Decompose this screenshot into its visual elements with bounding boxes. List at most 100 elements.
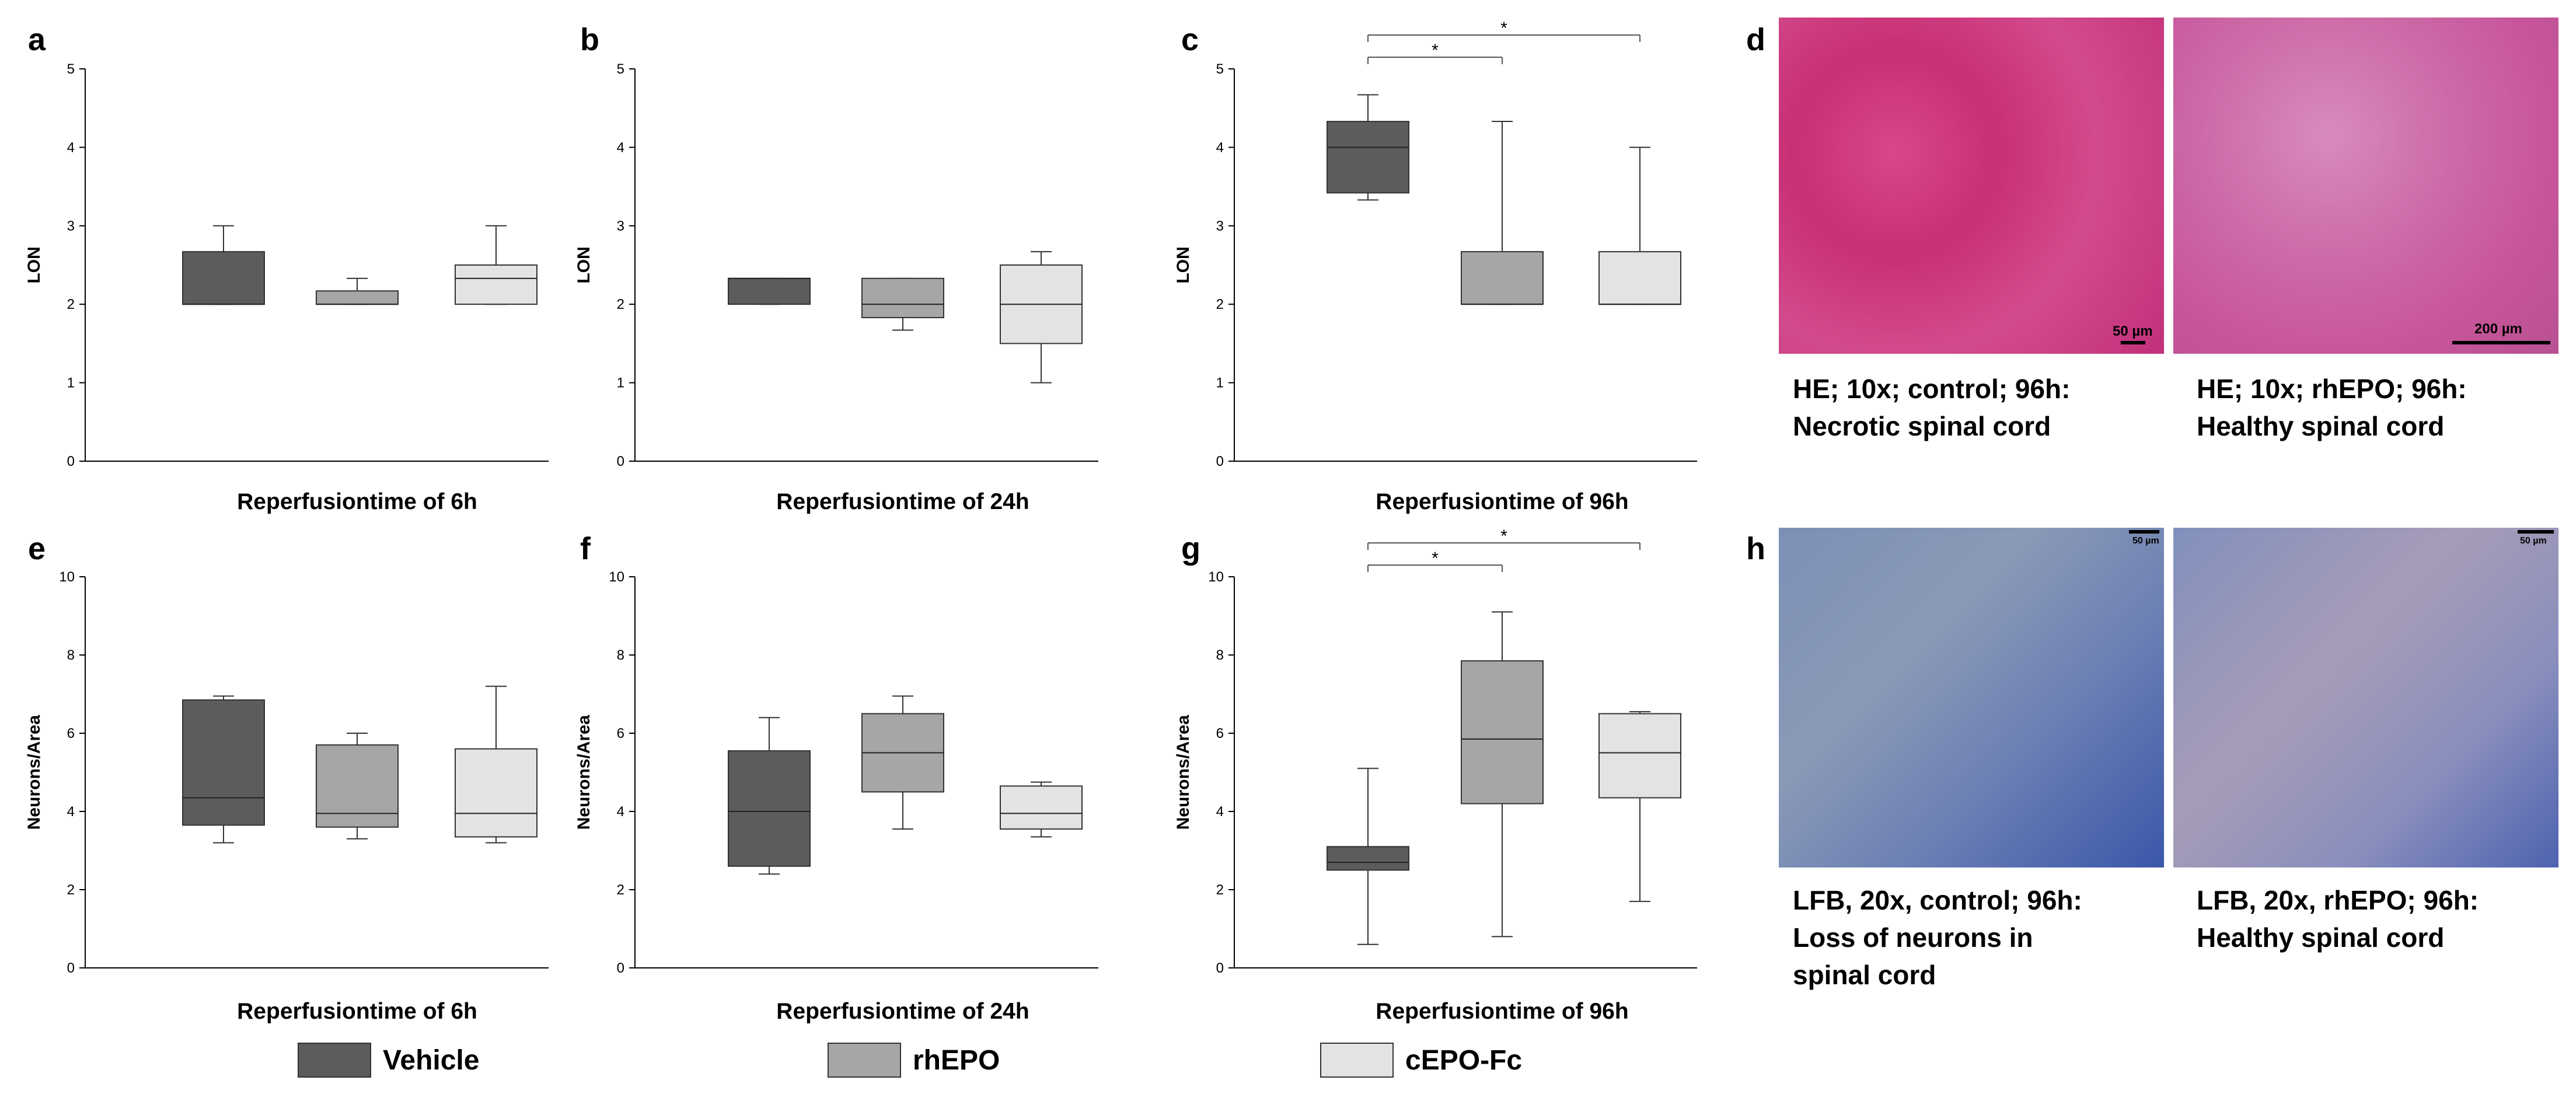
caption-line: HE; 10x; control; 96h: [1793, 374, 2071, 404]
y-tick-label: 10 [1208, 569, 1224, 585]
x-axis-label: Reperfusiontime of 24h [776, 999, 1029, 1024]
box-vehicle [1327, 94, 1409, 201]
y-tick-label: 6 [1216, 726, 1224, 741]
y-tick-label: 4 [1216, 140, 1224, 155]
legend-item-cepo: cEPO-Fc [1320, 1039, 1522, 1081]
y-tick-label: 4 [617, 804, 624, 820]
box-rhepo [316, 277, 399, 305]
box-vehicle [182, 225, 265, 305]
panel-letter: a [28, 22, 46, 57]
scale-bar [2518, 530, 2554, 534]
y-axis-label: LON [25, 246, 44, 283]
y-tick-label: 5 [67, 61, 75, 77]
caption-lfb-control: LFB, 20x, control; 96h: Loss of neurons … [1793, 882, 2082, 994]
box-iqr [728, 750, 811, 867]
box-rhepo [316, 733, 399, 839]
box-iqr [455, 748, 537, 838]
x-axis-label: Reperfusiontime of 96h [1376, 999, 1628, 1024]
scale-label: 50 µm [2113, 323, 2153, 339]
significance-star: * [1500, 527, 1507, 546]
box-rhepo [1461, 121, 1544, 305]
box-vehicle [728, 717, 811, 875]
y-tick-label: 8 [617, 647, 624, 663]
significance-bracket: * [1367, 549, 1503, 572]
y-tick-label: 6 [67, 726, 75, 741]
x-axis-label: Reperfusiontime of 24h [776, 489, 1029, 514]
chart-panel-e: e 0 2 4 6 8 10 Neurons/Area Reperfusiontime of 6… [25, 531, 549, 1024]
y-axis-label: LON [1174, 246, 1193, 283]
y-tick-label: 8 [67, 647, 75, 663]
caption-line: Healthy spinal cord [2197, 922, 2445, 953]
box-rhepo [1461, 611, 1544, 938]
box-vehicle [728, 277, 811, 305]
y-tick-label: 1 [617, 375, 624, 391]
panel-letter: g [1181, 531, 1200, 566]
x-axis-label: Reperfusiontime of 96h [1376, 489, 1628, 514]
legend-swatch-cepo [1320, 1043, 1394, 1078]
scale-label: 200 µm [2474, 321, 2522, 337]
y-tick-label: 10 [609, 569, 624, 585]
box-cepo-fc [1000, 251, 1083, 384]
box-iqr [182, 251, 265, 305]
caption-line: LFB, 20x, rhEPO; 96h: [2197, 885, 2479, 915]
y-tick-label: 5 [617, 61, 624, 77]
micrograph-lfb-rhepo: 50 µm [2173, 528, 2558, 867]
box-vehicle [182, 695, 265, 844]
y-tick-label: 5 [1216, 61, 1224, 77]
y-tick-label: 2 [617, 882, 624, 898]
chart-panel-b: b 0 1 2 3 4 5 LON Reperfusiontime of 24h [574, 22, 1098, 514]
scale-label: 50 µm [2520, 536, 2547, 546]
y-tick-label: 2 [67, 297, 75, 312]
box-iqr [1000, 785, 1083, 830]
box-cepo-fc [455, 225, 537, 305]
y-tick-label: 4 [617, 140, 624, 155]
legend-swatch-vehicle [298, 1043, 371, 1078]
box-iqr [182, 699, 265, 826]
y-tick-label: 2 [617, 297, 624, 312]
significance-bracket: * [1367, 19, 1640, 42]
y-tick-label: 4 [67, 804, 75, 820]
caption-line: HE; 10x; rhEPO; 96h: [2197, 374, 2467, 404]
box-iqr [316, 290, 399, 305]
y-tick-label: 3 [617, 218, 624, 234]
y-tick-label: 6 [617, 726, 624, 741]
box-cepo-fc [455, 685, 537, 844]
significance-bracket: * [1367, 41, 1503, 64]
box-iqr [316, 744, 399, 828]
panel-letter: b [580, 22, 599, 57]
panel-letter: c [1181, 22, 1199, 57]
box-rhepo [861, 695, 944, 830]
caption-line: Healthy spinal cord [2197, 411, 2445, 441]
caption-he-rhepo: HE; 10x; rhEPO; 96h: Healthy spinal cord [2197, 370, 2467, 445]
box-rhepo [861, 277, 944, 331]
panel-letter: e [28, 531, 46, 566]
box-iqr [1327, 121, 1409, 194]
caption-line: spinal cord [1793, 960, 1936, 990]
y-tick-label: 0 [67, 454, 75, 469]
y-axis-label: Neurons/Area [1174, 715, 1193, 830]
y-tick-label: 1 [67, 375, 75, 391]
chart-panel-f: f 0 2 4 6 8 10 Neurons/Area Reperfusiontime of 2… [574, 531, 1098, 1024]
legend-item-vehicle: Vehicle [298, 1039, 479, 1081]
box-iqr [1598, 251, 1681, 305]
y-axis-label: Neurons/Area [574, 715, 594, 830]
significance-bracket: * [1367, 527, 1640, 550]
scale-bar [2452, 341, 2550, 344]
y-tick-label: 2 [1216, 297, 1224, 312]
legend-label-cepo: cEPO-Fc [1405, 1044, 1523, 1076]
legend-label-rhepo: rhEPO [913, 1044, 1000, 1076]
box-iqr [861, 277, 944, 319]
y-axis-label: Neurons/Area [25, 715, 44, 830]
y-tick-label: 0 [1216, 960, 1224, 976]
y-tick-label: 4 [1216, 804, 1224, 820]
box-cepo-fc [1000, 781, 1083, 838]
legend-swatch-rhepo [828, 1043, 901, 1078]
box-iqr [1461, 251, 1544, 305]
caption-line: LFB, 20x, control; 96h: [1793, 885, 2082, 915]
significance-star: * [1432, 41, 1439, 60]
chart-panel-c: c 0 1 2 3 4 5 LON Reperfusiontime of 96h * * [1174, 19, 1697, 514]
y-tick-label: 2 [67, 882, 75, 898]
micrograph-he-control: 50 µm [1779, 18, 2164, 354]
y-tick-label: 3 [1216, 218, 1224, 234]
